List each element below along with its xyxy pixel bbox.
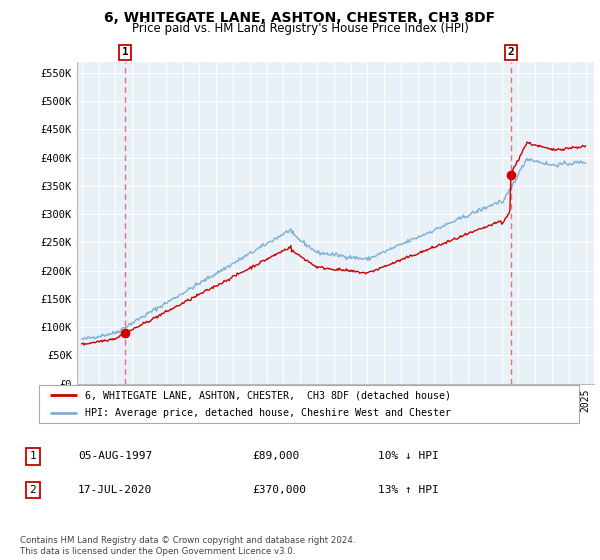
Text: 2: 2 xyxy=(29,485,37,495)
Text: 17-JUL-2020: 17-JUL-2020 xyxy=(78,485,152,495)
Text: 1: 1 xyxy=(122,48,128,58)
Text: 1: 1 xyxy=(29,451,37,461)
Text: 10% ↓ HPI: 10% ↓ HPI xyxy=(378,451,439,461)
Text: 05-AUG-1997: 05-AUG-1997 xyxy=(78,451,152,461)
Text: 6, WHITEGATE LANE, ASHTON, CHESTER, CH3 8DF: 6, WHITEGATE LANE, ASHTON, CHESTER, CH3 … xyxy=(104,11,496,25)
Text: HPI: Average price, detached house, Cheshire West and Chester: HPI: Average price, detached house, Ches… xyxy=(85,408,451,418)
Text: £370,000: £370,000 xyxy=(252,485,306,495)
Text: Price paid vs. HM Land Registry's House Price Index (HPI): Price paid vs. HM Land Registry's House … xyxy=(131,22,469,35)
Text: 6, WHITEGATE LANE, ASHTON, CHESTER,  CH3 8DF (detached house): 6, WHITEGATE LANE, ASHTON, CHESTER, CH3 … xyxy=(85,390,451,400)
Text: 13% ↑ HPI: 13% ↑ HPI xyxy=(378,485,439,495)
Text: Contains HM Land Registry data © Crown copyright and database right 2024.
This d: Contains HM Land Registry data © Crown c… xyxy=(20,536,355,556)
Text: 2: 2 xyxy=(508,48,514,58)
Text: £89,000: £89,000 xyxy=(252,451,299,461)
